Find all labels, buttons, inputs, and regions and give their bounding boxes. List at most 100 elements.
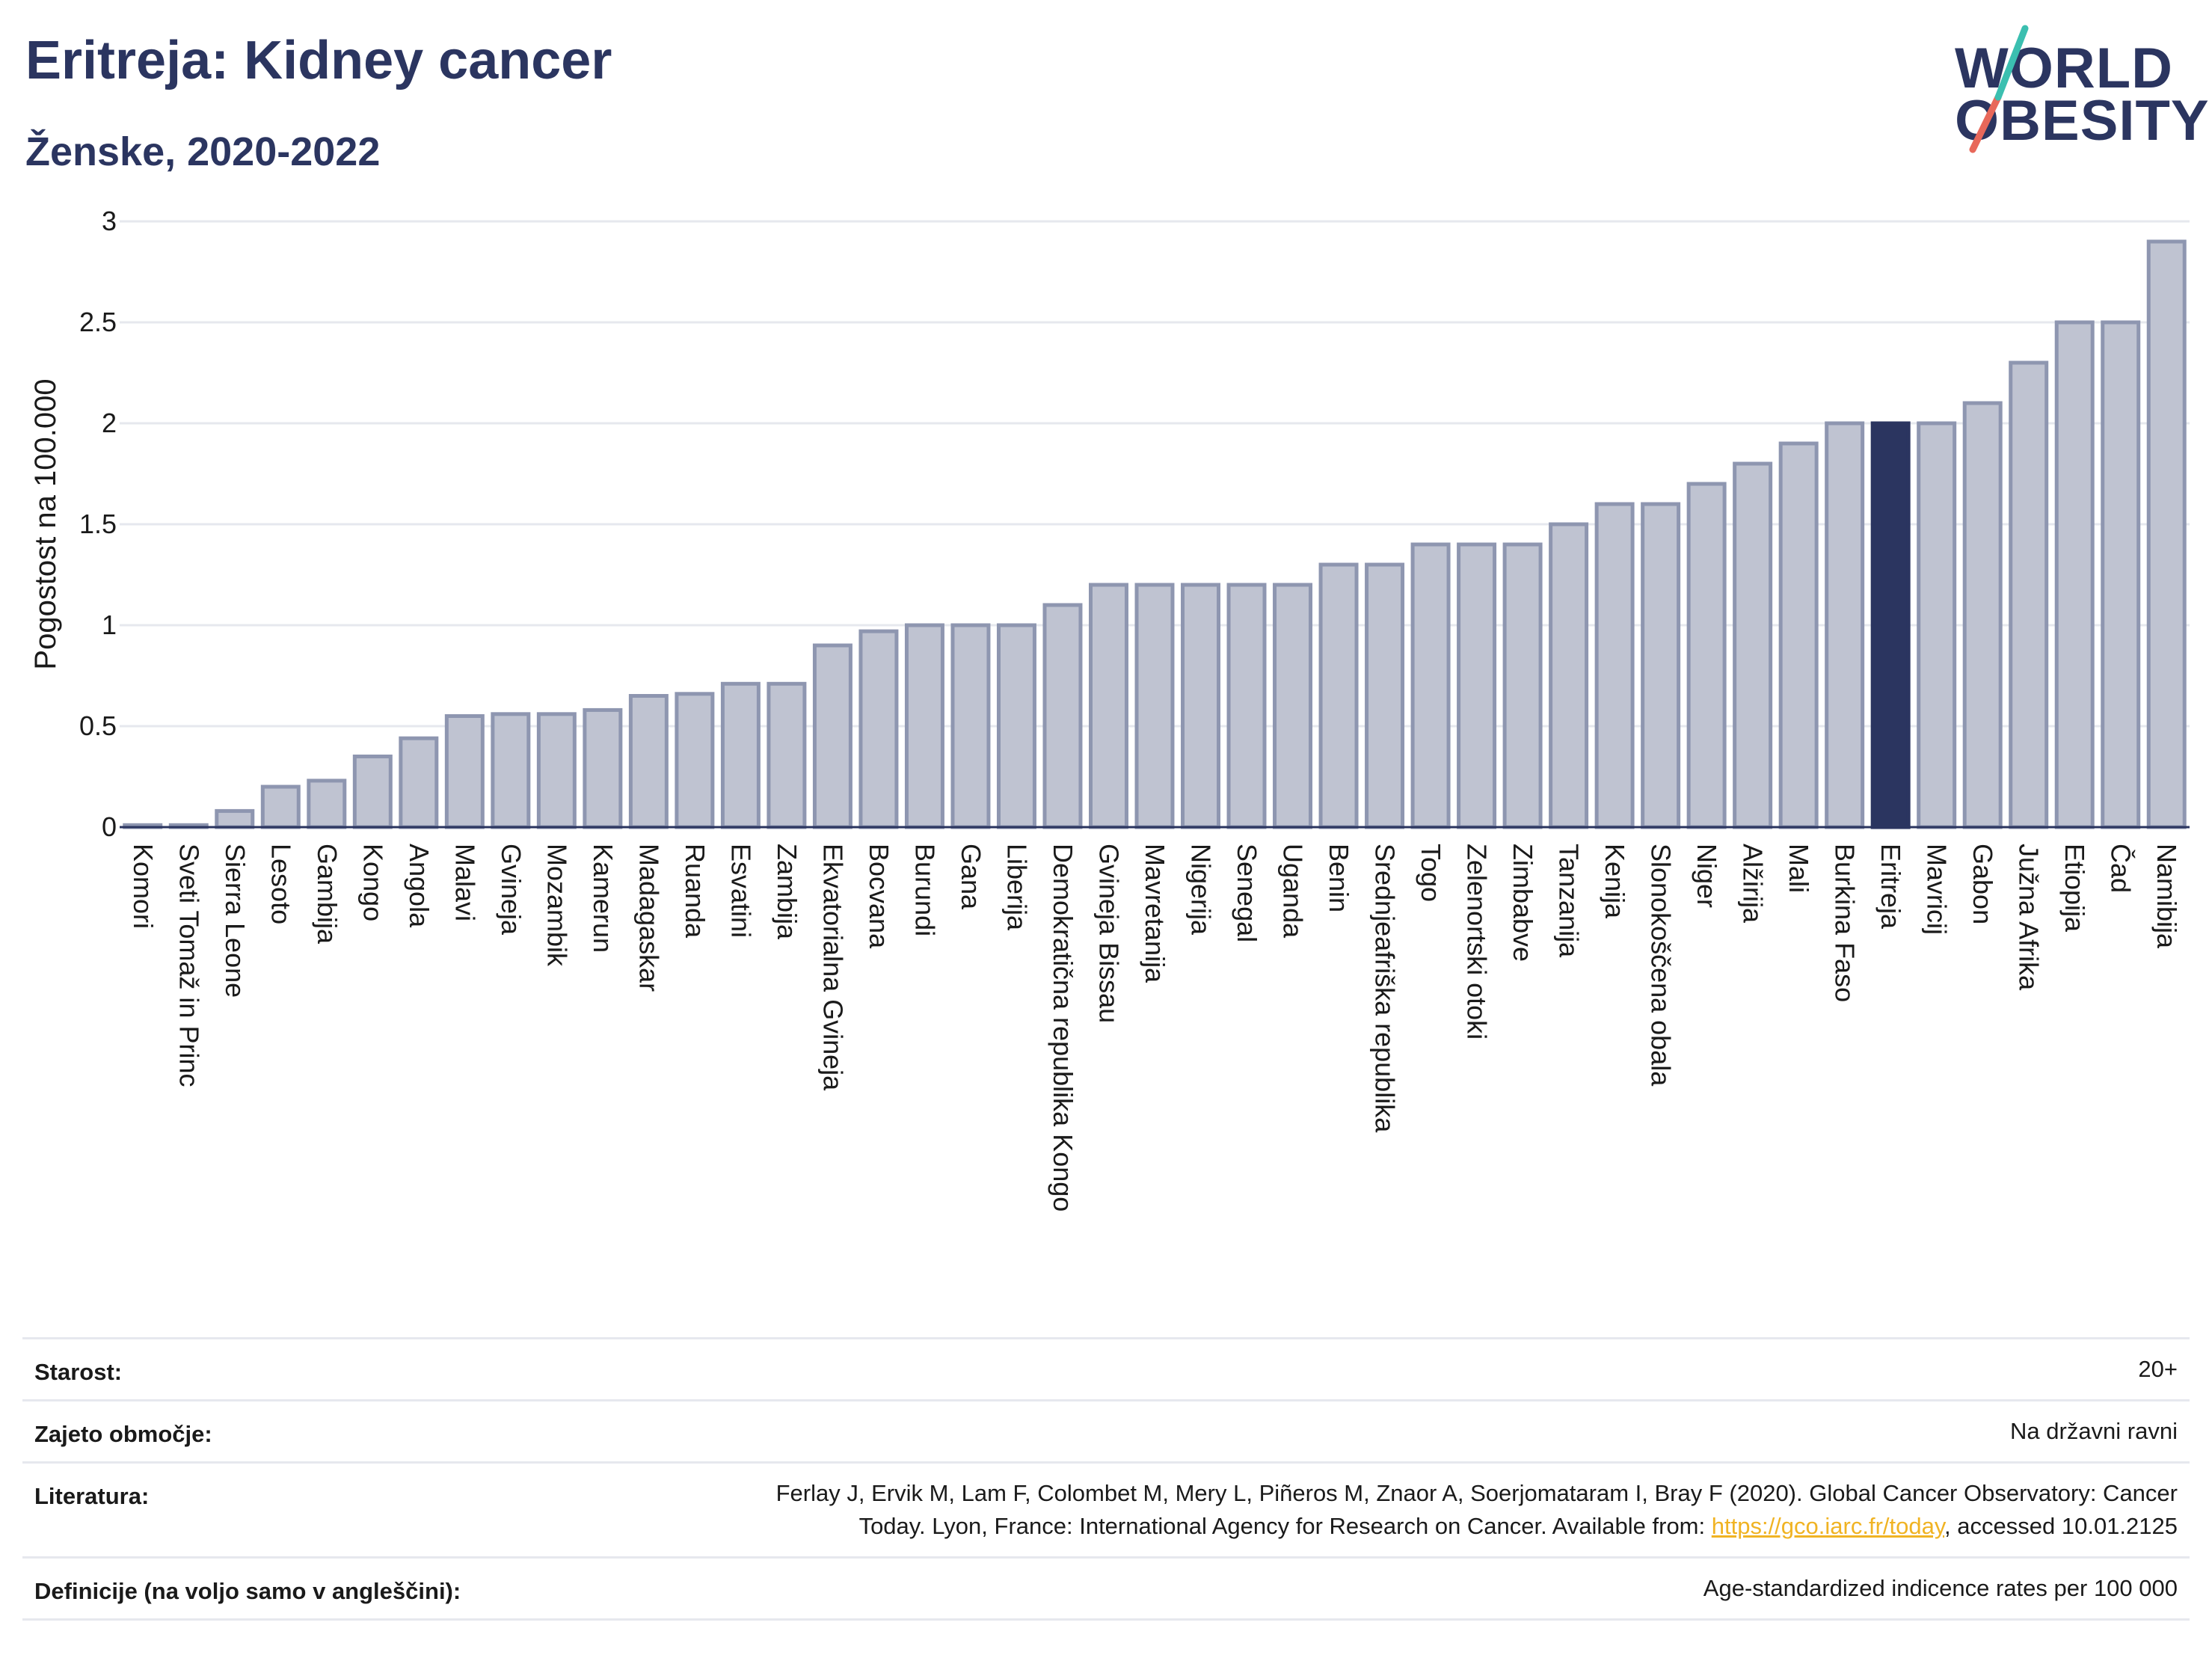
meta-label-definitions: Definicije (na voljo samo v angleščini):: [34, 1578, 461, 1604]
x-tick-label: Zelenortski otoki: [1462, 844, 1493, 1040]
bar-chart: 0 0.5 1 1.5 2 2.5 3 Komori Sveti Tomaž in Princ…: [29, 206, 2190, 1212]
y-tick-labels: 0 0.5 1 1.5 2 2.5 3: [79, 206, 117, 842]
x-tick-label: Gana: [956, 844, 986, 910]
bar-južna-afrika: [2009, 360, 2049, 829]
bar-gvineja: [491, 712, 531, 829]
bar-ekvatorialna-gvineja: [812, 643, 852, 829]
x-tick-label: Liberija: [1001, 844, 1032, 931]
logo-text-world: WORLD: [1955, 37, 2174, 100]
bar-demokratična-republika-kongo: [1042, 603, 1083, 829]
bar-madagaskar: [628, 694, 669, 829]
bar-benin: [1318, 562, 1359, 829]
bar-mavretanija: [1134, 583, 1175, 829]
x-tick-label: Čad: [2106, 844, 2136, 893]
bar-gvineja-bissau: [1088, 583, 1128, 829]
x-tick-label: Južna Afrika: [2014, 844, 2044, 991]
bar-angola: [399, 736, 439, 829]
bar-gambija: [307, 779, 347, 829]
y-tick-label: 2.5: [79, 307, 117, 337]
meta-value-definitions: Age-standardized indicence rates per 100…: [1703, 1575, 2178, 1601]
x-tick-label: Senegal: [1232, 844, 1262, 942]
bar-zelenortski-otoki: [1457, 542, 1497, 829]
x-tick-label: Angola: [404, 844, 434, 928]
reference-line-1: Ferlay J, Ervik M, Lam F, Colombet M, Me…: [775, 1480, 2178, 1506]
y-axis-label: Pogostost na 100.000: [29, 378, 62, 669]
x-tick-label: Mali: [1784, 844, 1814, 893]
x-tick-label: Lesoto: [265, 844, 296, 924]
x-tick-label: Togo: [1416, 844, 1446, 902]
world-obesity-logo: WORLD OBESITY: [1944, 22, 2209, 157]
bar-malavi: [444, 714, 485, 829]
meta-label-coverage: Zajeto območje:: [34, 1421, 212, 1447]
y-tick-label: 3: [102, 206, 117, 236]
bar-kamerun: [583, 707, 623, 829]
x-tick-labels: Komori Sveti Tomaž in Princ Sierra Leone Le…: [128, 844, 2182, 1212]
page-subtitle: Ženske, 2020-2022: [25, 129, 381, 174]
x-tick-label: Eritreja: [1875, 844, 1906, 930]
x-tick-label: Etiopija: [2059, 844, 2090, 933]
x-tick-label: Bocvana: [864, 844, 894, 949]
bar-uganda: [1273, 583, 1313, 829]
bar-liberija: [996, 623, 1036, 829]
bar-mavricij: [1917, 421, 1957, 829]
x-tick-label: Zambija: [772, 844, 802, 940]
bar-srednjeafriška-republika: [1365, 562, 1405, 829]
bar-sierra-leone: [215, 808, 255, 829]
bar-zambija: [766, 681, 807, 829]
x-tick-label: Ekvatorialna Gvineja: [817, 844, 848, 1091]
x-tick-label: Namibija: [2151, 844, 2182, 949]
reference-line-2: Today. Lyon, France: International Agenc…: [776, 1510, 2178, 1543]
bar-eritreja: [1870, 421, 1911, 829]
bar-togo: [1410, 542, 1451, 829]
meta-row-definitions: Definicije (na voljo samo v angleščini):…: [22, 1559, 2190, 1621]
x-tick-label: Gvineja Bissau: [1093, 844, 1124, 1023]
reference-link[interactable]: https://gco.iarc.fr/today: [1711, 1513, 1945, 1539]
y-tick-label: 1: [102, 610, 117, 640]
bar-esvatini: [720, 681, 761, 829]
y-tick-label: 0: [102, 811, 117, 842]
bars: [123, 239, 2187, 829]
x-tick-label: Mavricij: [1922, 844, 1953, 935]
bar-gana: [950, 623, 991, 829]
bar-niger: [1686, 482, 1727, 829]
x-tick-label: Kongo: [357, 844, 388, 921]
y-tick-label: 2: [102, 408, 117, 438]
meta-value-age: 20+: [2138, 1356, 2178, 1382]
x-tick-label: Gabon: [1967, 844, 1998, 924]
bar-tanzanija: [1549, 522, 1589, 829]
bar-nigerija: [1181, 583, 1221, 829]
bar-kongo: [352, 755, 393, 829]
bar-senegal: [1226, 583, 1267, 829]
x-tick-label: Esvatini: [725, 844, 756, 938]
x-tick-label: Uganda: [1278, 844, 1309, 939]
x-tick-label: Sveti Tomaž in Princ: [173, 844, 204, 1087]
meta-row-age: Starost: 20+: [22, 1339, 2190, 1401]
page-title: Eritreja: Kidney cancer: [25, 31, 612, 90]
x-tick-label: Niger: [1692, 844, 1722, 908]
meta-row-reference: Literatura: Ferlay J, Ervik M, Lam F, Co…: [22, 1464, 2190, 1559]
x-tick-label: Demokratična republika Kongo: [1048, 844, 1078, 1212]
x-tick-label: Ruanda: [680, 844, 710, 939]
bar-etiopija: [2054, 320, 2095, 829]
x-tick-label: Sierra Leone: [220, 844, 251, 998]
x-tick-label: Komori: [128, 844, 159, 929]
x-tick-label: Kenija: [1600, 844, 1630, 919]
x-tick-label: Gambija: [312, 844, 342, 945]
bar-mozambik: [536, 712, 577, 829]
bar-slonokoščena-obala: [1641, 502, 1681, 829]
x-tick-label: Burundi: [909, 844, 940, 936]
bar-bocvana: [858, 629, 899, 829]
bar-ruanda: [675, 692, 715, 829]
bar-čad: [2101, 320, 2141, 829]
bar-gabon: [1962, 401, 2003, 829]
bar-mali: [1778, 441, 1819, 829]
x-tick-label: Kamerun: [588, 844, 618, 953]
x-tick-label: Malavi: [449, 844, 480, 921]
meta-value-coverage: Na državni ravni: [2010, 1418, 2178, 1444]
x-tick-label: Burkina Faso: [1830, 844, 1861, 1002]
x-tick-label: Zimbabve: [1508, 844, 1538, 962]
y-tick-label: 0.5: [79, 710, 117, 741]
metadata-table: Starost: 20+ Zajeto območje: Na državni …: [22, 1337, 2190, 1621]
y-tick-label: 1.5: [79, 509, 117, 539]
x-tick-label: Mavretanija: [1140, 844, 1170, 983]
